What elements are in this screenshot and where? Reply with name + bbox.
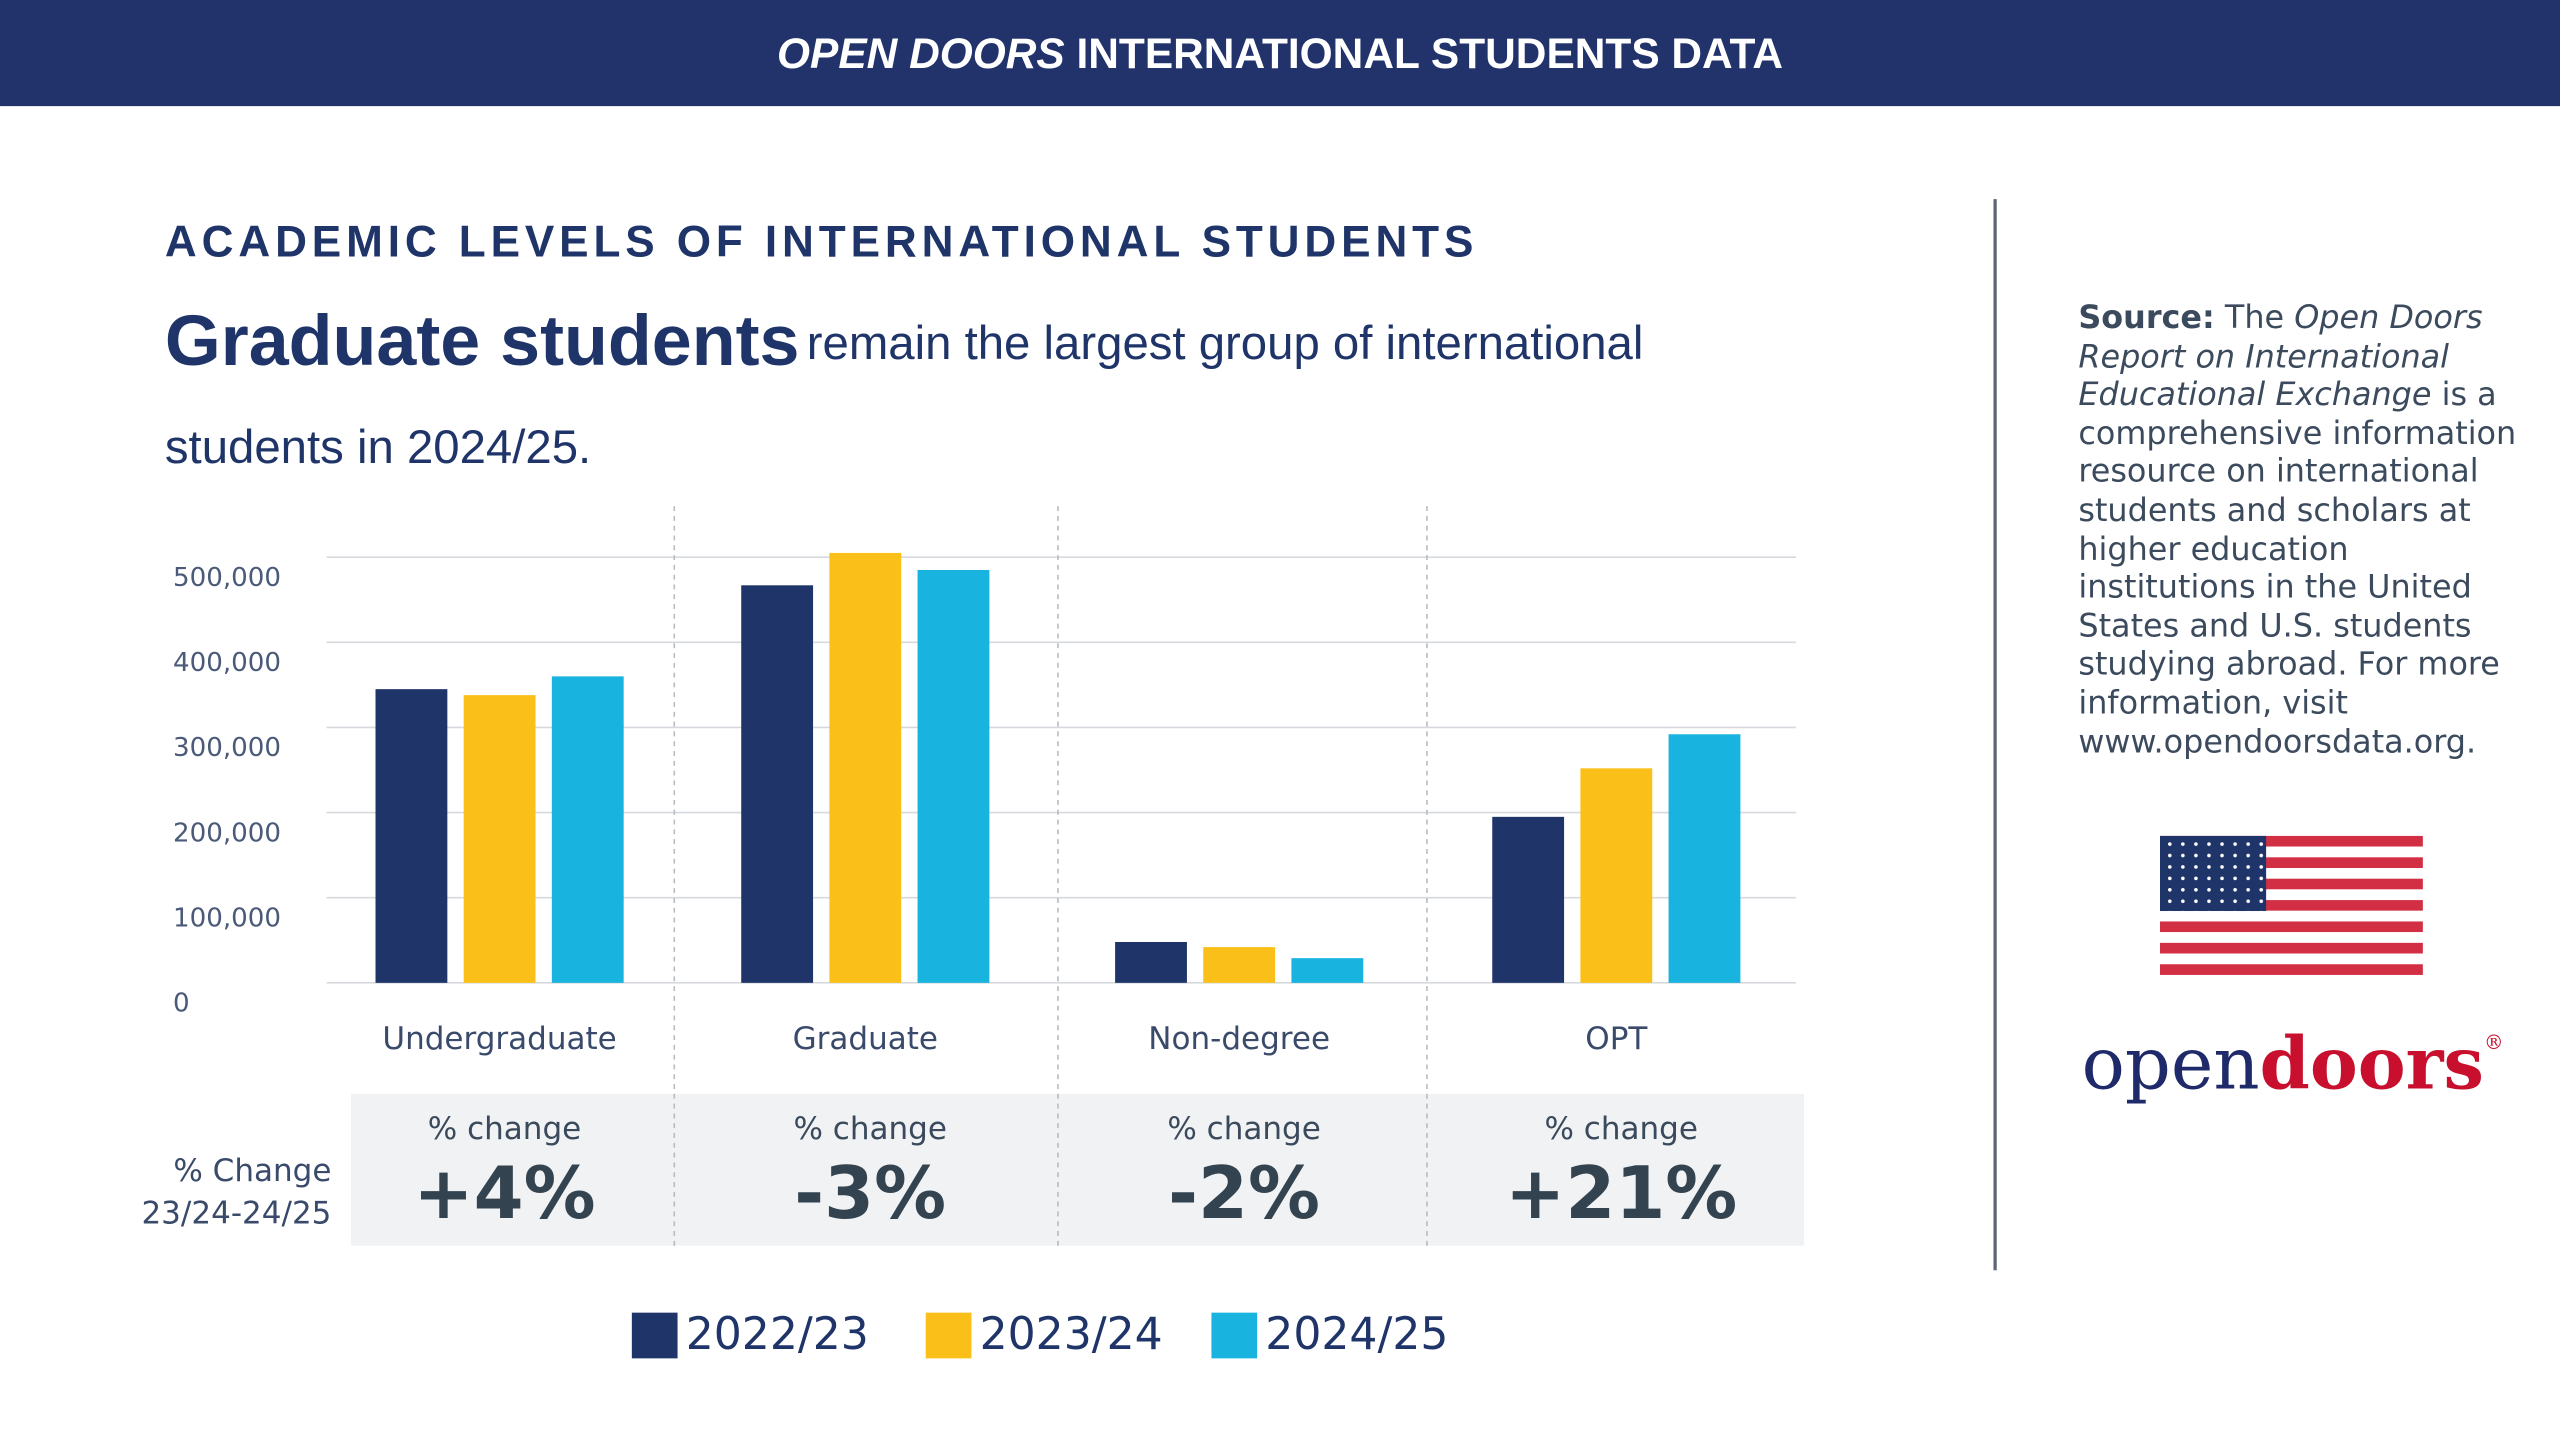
kicker: ACADEMIC LEVELS OF INTERNATIONAL STUDENT… [165,218,1478,267]
bar [1291,958,1364,983]
bar [1580,768,1653,983]
source-text: Source: The Open Doors Report on Interna… [2078,299,2527,761]
flag-stripe [2160,932,2423,943]
source-label: Source: [2078,298,2215,337]
logo-open: open [2082,1021,2260,1105]
change-caption: % change [793,1111,946,1147]
y-tick-label: 300,000 [173,733,281,763]
header-title-rest: INTERNATIONAL STUDENTS DATA [1076,30,1782,77]
title-rest: remain the largest group of internationa… [807,317,1644,370]
flag-stripe [2160,846,2423,858]
flag-stars [2160,835,2267,912]
change-row-label: 23/24-24/25 [141,1196,331,1232]
flag-stripe [2160,878,2423,890]
flag-stripe [2160,835,2423,847]
flag-stripe [2160,942,2423,954]
y-tick-label: 400,000 [173,648,281,678]
source-italic: Open Doors Report on International Educa… [2078,298,2483,414]
bar [829,552,902,983]
bar [1203,947,1276,983]
bar [463,695,536,983]
y-tick-label: 100,000 [173,903,281,933]
flag-stripe [2160,900,2423,911]
us-flag [2160,835,2423,975]
change-value: -3% [794,1151,946,1235]
change-caption: % change [1167,1111,1320,1147]
bar [1668,734,1741,983]
flag-stripe [2160,964,2423,975]
bar [1492,816,1565,983]
source-text-1: The [2224,298,2285,337]
flag-stripe [2160,953,2423,965]
flag-stripe [2160,857,2423,868]
header-title: OPEN DOORS INTERNATIONAL STUDENTS DATA [777,30,1783,77]
bar [1115,941,1187,983]
title-bold: Graduate students [165,301,800,381]
bar [551,676,624,983]
flag-stripe [2160,921,2423,933]
flag-stripe [2160,868,2423,879]
y-tick-label: 200,000 [173,818,281,848]
bar [917,569,990,983]
legend-swatch [1211,1312,1258,1359]
legend-label: 2024/25 [1265,1309,1448,1360]
bar [741,585,814,983]
source-text-2: is a comprehensive information resource … [2078,375,2517,761]
legend-swatch [631,1312,678,1359]
flag-stripe [2160,910,2423,922]
change-caption: % change [1544,1111,1697,1147]
change-value: +21% [1505,1151,1737,1235]
legend-label: 2023/24 [980,1309,1163,1360]
header-bar [0,0,2560,107]
logo-doors: doors [2260,1021,2484,1105]
logo-mark: ® [2484,1031,2504,1054]
x-tick-label: OPT [1585,1021,1648,1057]
source-box: Source: The Open Doors Report on Interna… [2078,299,2527,761]
logo: opendoors® [2082,1021,2504,1105]
x-tick-label: Non-degree [1148,1021,1330,1057]
x-tick-label: Undergraduate [382,1021,616,1057]
y-tick-label: 500,000 [173,563,281,593]
legend-label: 2022/23 [686,1309,869,1360]
chart-title: Graduate students remain the largest gro… [165,301,1644,381]
change-caption: % change [428,1111,581,1147]
title-line2: students in 2024/25. [165,421,591,474]
header-title-italic: OPEN DOORS [777,30,1065,77]
change-row-label: % Change [173,1153,331,1189]
legend-swatch [925,1312,972,1359]
change-value: +4% [413,1151,595,1235]
flag-stripe [2160,889,2423,901]
y-tick-label: 0 [173,989,190,1019]
bar [375,689,448,983]
change-panel [351,1093,1805,1246]
x-tick-label: Graduate [793,1021,938,1057]
change-value: -2% [1168,1151,1320,1235]
